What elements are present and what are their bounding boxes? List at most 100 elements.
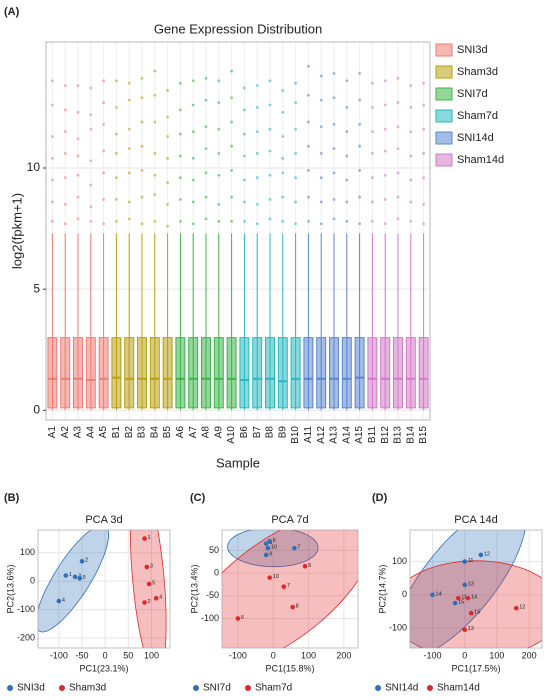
x-tick-label: 100 [489,650,504,660]
x-tick-label: -50 [75,650,88,660]
outlier [217,127,221,131]
point [465,595,471,601]
legend-label: Sham3d [457,66,498,78]
x-tick-label: B9 [277,426,288,439]
outlier [371,176,374,180]
outlier [51,178,54,182]
x-tick-label: 200 [522,650,537,660]
outlier [422,176,425,180]
x-tick-label: A1 [47,426,58,439]
point [235,616,241,621]
outlier [383,79,387,83]
box [60,337,71,409]
outlier [153,193,157,197]
outlier [332,147,336,151]
y-tick-label: 0 [30,576,35,586]
outlier [371,152,374,155]
x-tick-label: B15 [418,426,429,444]
point [63,573,69,578]
outlier [51,135,54,138]
x-tick-label: -100 [50,650,68,660]
legend-label: Sham14d [437,683,480,694]
outlier [51,219,54,223]
outlier [89,127,93,131]
outlier [307,195,310,199]
outlier [294,81,297,85]
y-tick-label: -100 [201,613,219,623]
outlier [102,101,105,104]
outlier [243,219,246,223]
legend-label: SNI7d [203,683,231,694]
outlier [191,103,195,107]
x-tick-label: A12 [316,426,327,444]
outlier [422,103,425,107]
outlier [281,195,285,199]
outlier [153,219,157,223]
x-tick-label: 50 [123,650,133,660]
box [393,337,403,409]
point [153,595,159,601]
legend-key [435,43,453,57]
outlier [89,205,93,209]
legend-marker [375,685,381,691]
box [201,337,211,409]
outlier [63,108,67,112]
x-tick-label: B2 [124,426,135,439]
outlier [358,122,361,126]
outlier [294,127,297,131]
point [281,584,287,590]
y-tick-label: 0 [214,567,219,577]
box [149,337,160,409]
point [72,574,78,580]
outlier [319,74,323,78]
outlier [102,79,105,83]
outlier [76,110,80,114]
outlier [63,176,67,180]
outlier [217,173,221,177]
outlier [217,101,221,104]
point-label: 15 [474,610,480,616]
y-tick-label: 50 [209,545,219,555]
outlier [140,169,144,172]
outlier [358,222,361,226]
outlier [191,222,195,226]
y-tick-label: -100 [389,622,407,632]
outlier [281,135,285,138]
outlier [332,72,336,75]
point [77,576,82,581]
x-tick-label: B10 [290,426,301,444]
x-tick-label: A13 [329,426,340,444]
point [455,595,461,601]
legend-label: SNI3d [17,683,45,694]
x-tick-label: A9 [213,426,224,439]
outlier [76,217,80,221]
outlier [319,222,323,226]
outlier [166,115,170,119]
outlier [127,127,131,131]
outlier [217,219,221,223]
outlier [179,132,182,136]
outlier [127,147,131,151]
outlier [319,98,323,102]
y-tick-label: 0 [33,402,40,416]
outlier [358,169,361,172]
outlier [396,125,400,129]
outlier [179,154,182,158]
outlier [345,79,349,83]
plot-frame [45,41,431,421]
legend-label: Sham3d [69,683,106,694]
outlier [243,132,246,136]
x-tick-label: B1 [111,426,122,439]
x-tick-label: 0 [462,650,467,660]
outlier [332,198,336,201]
legend-label: Sham7d [457,110,498,122]
x-tick-label: 0 [103,650,108,660]
point [462,559,468,564]
plot-frame [37,529,171,649]
outlier [345,154,349,158]
point-label: 12 [519,605,525,611]
outlier [396,171,400,175]
outlier [89,86,93,90]
outlier [179,176,182,180]
outlier [371,106,374,109]
